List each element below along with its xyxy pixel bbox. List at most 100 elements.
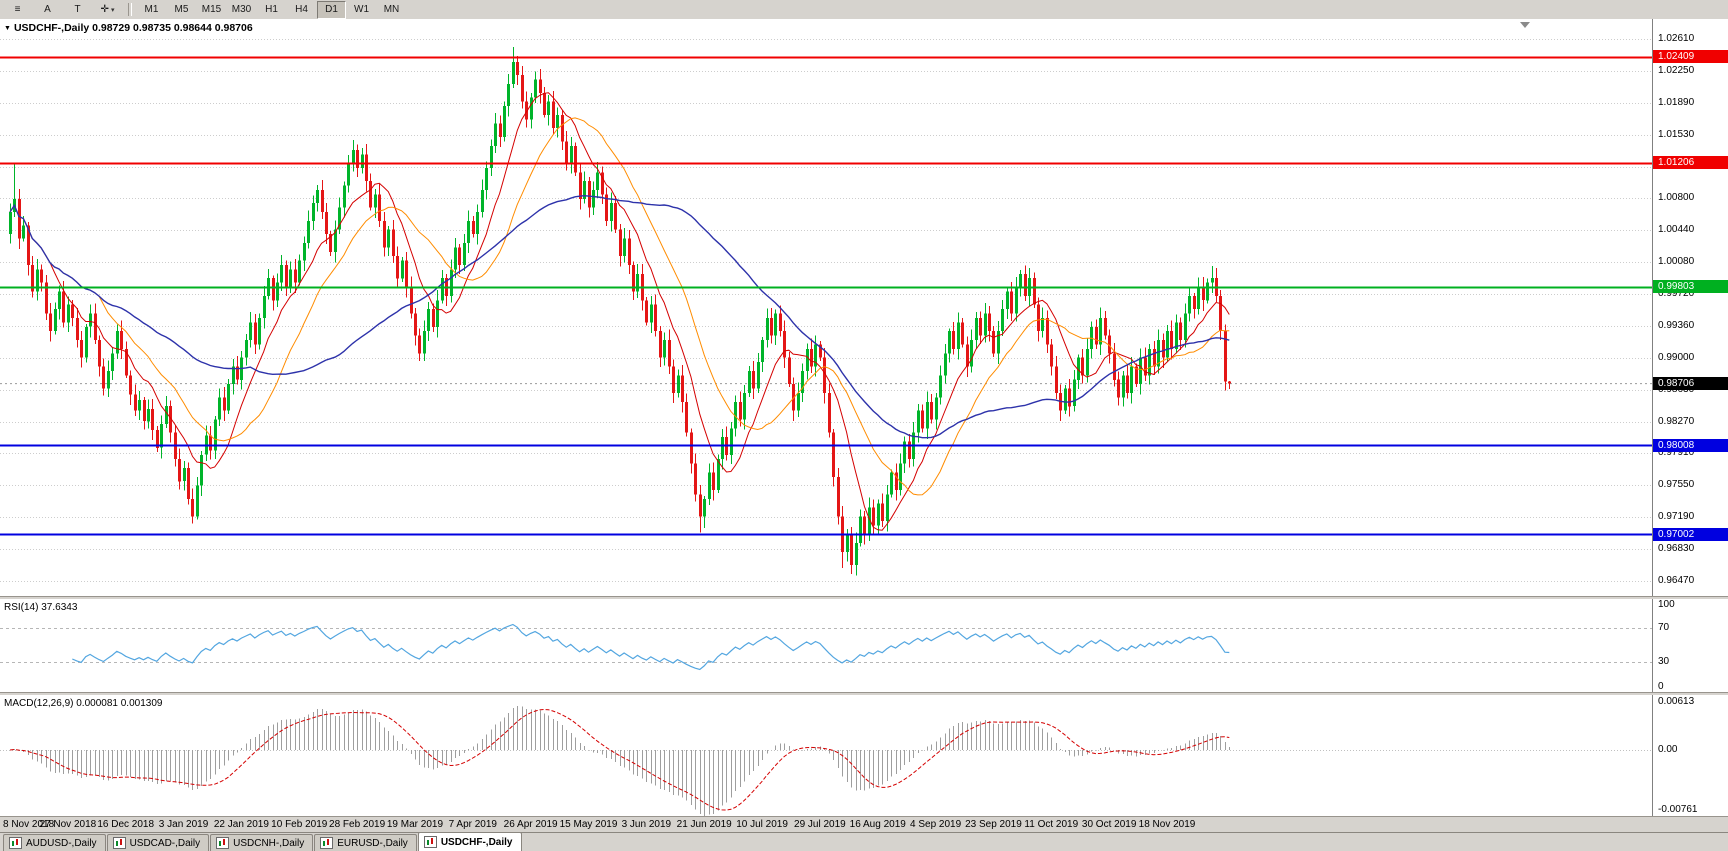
price-level-tag: 1.02409 — [1653, 50, 1728, 64]
chart-tabs-bar: AUDUSD-,Daily USDCAD-,Daily USDCNH-,Daily E… — [0, 832, 1728, 851]
chart-tab-icon — [9, 837, 22, 849]
rsi-panel: 100 70 30 0 RSI(14) 37.6343 — [0, 599, 1728, 692]
price-axis-label: 0.99360 — [1658, 319, 1695, 331]
macd-panel: 0.00613 0.00 -0.00761 MACD(12,26,9) 0.0000… — [0, 695, 1728, 816]
chart-tab-label: AUDUSD-,Daily — [26, 837, 97, 849]
macd-signal-line — [9, 708, 1230, 811]
macd-plot[interactable] — [0, 695, 1652, 816]
main-chart-panel: 1.026101.022501.018901.015301.011701.008… — [0, 19, 1728, 596]
main-chart-plot[interactable] — [0, 19, 1652, 596]
macd-values: 0.000081 0.001309 — [76, 698, 163, 709]
chart-title-text: USDCHF-,Daily 0.98729 0.98735 0.98644 0.… — [13, 22, 253, 34]
price-level-tag: 1.01206 — [1653, 156, 1728, 170]
price-axis[interactable]: 1.026101.022501.018901.015301.011701.008… — [1652, 19, 1728, 596]
toolbar-icon-group: ≡ A T ✛ ▾ — [3, 1, 123, 19]
chart-tab-usdcnh[interactable]: USDCNH-,Daily — [210, 834, 314, 851]
chart-tab-icon — [423, 836, 437, 848]
crosshair-tool-button[interactable]: ✛ ▾ — [100, 4, 115, 15]
moving-average-line — [9, 117, 1230, 496]
rsi-plot[interactable] — [0, 599, 1652, 692]
price-axis-label: 0.97550 — [1658, 479, 1695, 491]
time-axis-label: 8 Nov 2018 — [3, 819, 55, 830]
price-axis-label: 1.02610 — [1658, 33, 1695, 44]
timeframe-button-group: M1 M5 M15 M30 H1 H4 D1 W1 MN — [137, 0, 407, 19]
price-axis-label: 0.96830 — [1658, 543, 1695, 555]
time-axis-label: 3 Jun 2019 — [621, 819, 672, 830]
candles-layer — [9, 46, 1231, 576]
annotation-a-button[interactable]: A — [44, 4, 51, 15]
chart-tab-label: USDCNH-,Daily — [233, 837, 305, 849]
price-level-tag: 0.98008 — [1653, 438, 1728, 452]
time-axis-label: 29 Jul 2019 — [794, 819, 846, 830]
rsi-axis[interactable]: 100 70 30 0 — [1652, 599, 1728, 692]
price-axis-label: 0.97190 — [1658, 511, 1695, 523]
macd-axis-label: 0.00613 — [1658, 695, 1695, 707]
timeframe-button-mn[interactable]: MN — [383, 4, 400, 15]
timeframe-button-h1[interactable]: H1 — [265, 4, 278, 15]
main-chart-canvas[interactable] — [0, 19, 1652, 596]
chart-tab-label: USDCAD-,Daily — [129, 837, 201, 849]
macd-canvas[interactable] — [0, 695, 1652, 816]
rsi-axis-label: 0 — [1658, 681, 1664, 692]
chart-tab-icon — [320, 837, 334, 849]
price-axis-label: 1.01890 — [1658, 96, 1695, 108]
time-axis-label: 22 Jan 2019 — [213, 819, 269, 830]
time-axis-label: 18 Nov 2019 — [1138, 819, 1196, 830]
timeframe-button-m5[interactable]: M5 — [174, 4, 189, 15]
chart-symbol-arrow-icon: ▼ — [4, 25, 11, 32]
timeframe-button-h4[interactable]: H4 — [295, 4, 308, 15]
price-axis-label: 1.00800 — [1658, 192, 1695, 204]
macd-axis-label: -0.00761 — [1658, 803, 1698, 815]
macd-name: MACD(12,26,9) — [4, 698, 74, 709]
rsi-value: 37.6343 — [41, 602, 78, 613]
time-axis-label: 27 Nov 2018 — [39, 819, 97, 830]
rsi-canvas[interactable] — [0, 599, 1652, 692]
chart-tab-usdcad[interactable]: USDCAD-,Daily — [106, 834, 210, 851]
price-axis-label: 1.01530 — [1658, 128, 1695, 140]
timeframe-button-w1[interactable]: W1 — [354, 4, 369, 15]
time-axis-label: 11 Oct 2019 — [1024, 819, 1079, 830]
time-axis[interactable]: 8 Nov 2018 27 Nov 2018 16 Dec 2018 3 Jan 20… — [0, 816, 1728, 833]
time-axis-label: 7 Apr 2019 — [448, 819, 497, 830]
price-axis-label: 0.99720 — [1658, 288, 1695, 300]
price-axis-label: 0.96470 — [1658, 575, 1695, 586]
chart-tab-usdchf[interactable]: USDCHF-,Daily — [417, 832, 522, 851]
chart-menu-icon[interactable]: ≡ — [14, 4, 21, 15]
chart-tab-label: EURUSD-,Daily — [337, 837, 408, 849]
time-axis-label: 4 Sep 2019 — [910, 819, 962, 830]
current-price-tag: 0.98706 — [1653, 377, 1728, 391]
timeframe-button-m30[interactable]: M30 — [231, 4, 252, 15]
chart-tab-label: USDCHF-,Daily — [440, 836, 513, 848]
chart-tab-eurusd[interactable]: EURUSD-,Daily — [314, 834, 417, 851]
time-axis-label: 16 Aug 2019 — [849, 819, 906, 830]
macd-axis[interactable]: 0.00613 0.00 -0.00761 — [1652, 695, 1728, 816]
timeframe-button-d1[interactable]: D1 — [317, 0, 346, 19]
moving-average-line — [9, 194, 1230, 439]
chart-tab-icon — [216, 837, 230, 849]
macd-title: MACD(12,26,9) 0.000081 0.001309 — [4, 698, 162, 709]
toolbar-separator — [128, 3, 132, 16]
rsi-axis-label: 30 — [1658, 655, 1670, 667]
price-level-tag: 0.97002 — [1653, 527, 1728, 541]
time-axis-label: 15 May 2019 — [559, 819, 618, 830]
text-tool-button[interactable]: T — [74, 4, 81, 15]
timeframe-button-m15[interactable]: M15 — [201, 4, 222, 15]
price-axis-label: 1.02250 — [1658, 64, 1695, 76]
rsi-line — [72, 623, 1230, 671]
moving-average-line — [9, 92, 1230, 531]
time-axis-label: 10 Jul 2019 — [736, 819, 788, 830]
timeframe-button-m1[interactable]: M1 — [144, 4, 159, 15]
price-level-tag: 0.99803 — [1653, 280, 1728, 294]
time-axis-label: 23 Sep 2019 — [965, 819, 1022, 830]
dropdown-arrow-icon: ▾ — [110, 6, 115, 14]
rsi-axis-label: 70 — [1658, 622, 1670, 634]
price-axis-label: 0.99000 — [1658, 351, 1695, 363]
macd-axis-label: 0.00 — [1658, 743, 1678, 755]
rsi-title: RSI(14) 37.6343 — [4, 602, 77, 613]
time-axis-label: 26 Apr 2019 — [503, 819, 558, 830]
time-axis-label: 16 Dec 2018 — [97, 819, 155, 830]
time-axis-label: 3 Jan 2019 — [158, 819, 209, 830]
chart-tab-audusd[interactable]: AUDUSD-,Daily — [3, 834, 106, 851]
time-axis-label: 28 Feb 2019 — [329, 819, 386, 830]
time-axis-label: 19 Mar 2019 — [386, 819, 444, 830]
